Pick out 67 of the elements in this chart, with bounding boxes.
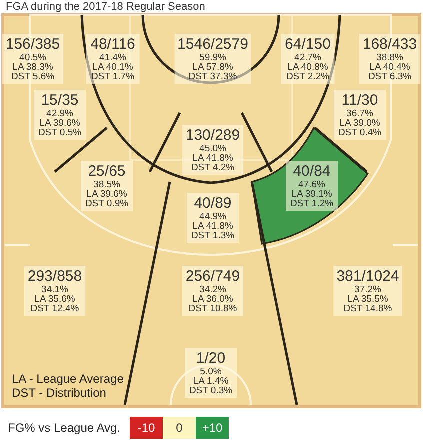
data-label: 41.4% (100, 52, 128, 64)
data-label: LA 39.6% (86, 189, 128, 200)
data-label: DST 1.2% (290, 198, 334, 210)
text: -10 (138, 421, 156, 435)
data-label: LA 40.1% (92, 62, 134, 73)
data-label: DST 37.3% (188, 72, 238, 82)
text: DST - Distribution (12, 386, 106, 400)
category-label: 156/385 (6, 36, 60, 53)
data-label: DST 6.3% (368, 72, 412, 82)
category-label: 25/65 (88, 163, 126, 180)
data-label: LA 41.8% (192, 221, 234, 232)
data-label: 38.5% (94, 180, 122, 190)
data-label: DST 1.3% (191, 230, 236, 242)
text: +10 (202, 421, 223, 435)
data-label: LA 39.0% (340, 118, 381, 129)
data-label: DST 0.5% (38, 128, 82, 138)
text: 0 (176, 421, 184, 435)
data-label: LA 39.1% (292, 189, 333, 200)
data-label: DST 0.9% (85, 198, 130, 210)
data-label: 36.7% (346, 108, 374, 120)
text: FGA during the 2017-18 Regular Season (6, 1, 206, 13)
category-label: 1546/2579 (178, 36, 248, 53)
data-label: DST 0.4% (338, 128, 382, 138)
data-label: DST 10.8% (188, 304, 238, 314)
category-label: 168/433 (362, 36, 418, 53)
data-label: 59.9% (200, 52, 228, 64)
category-label: 293/858 (28, 268, 82, 285)
text: LA - League Average (12, 372, 124, 386)
category-label: 48/116 (90, 36, 136, 53)
category-label: 11/30 (342, 92, 378, 109)
category-label: 40/84 (293, 163, 331, 180)
data-label: 42.9% (46, 108, 74, 120)
data-label: 47.6% (298, 180, 326, 190)
data-label: DST 14.8% (344, 304, 393, 314)
data-label: DST 5.6% (11, 72, 56, 82)
category-label: 1/20 (196, 350, 226, 367)
data-label: LA 38.3% (12, 62, 54, 73)
data-label: 40.5% (20, 52, 48, 64)
data-label: LA 39.6% (40, 118, 81, 129)
data-label: DST 2.2% (286, 72, 330, 82)
data-label: LA 40.4% (370, 62, 411, 73)
data-label: LA 35.6% (34, 294, 76, 305)
data-label: 42.7% (294, 52, 322, 64)
data-label: LA 35.5% (348, 294, 389, 305)
category-label: 40/89 (194, 195, 232, 212)
data-label: DST 1.7% (91, 72, 136, 82)
category-label: 64/150 (285, 36, 331, 53)
data-label: LA 41.8% (192, 153, 234, 164)
data-label: 34.1% (42, 284, 70, 296)
data-label: 37.2% (354, 284, 382, 296)
category-label: 130/289 (186, 127, 240, 144)
data-label: DST 12.4% (30, 304, 80, 314)
data-label: LA 1.4% (193, 376, 230, 387)
category-label: 15/35 (41, 92, 79, 109)
text: FG% vs League Avg. (8, 421, 121, 435)
data-label: 45.0% (200, 144, 228, 154)
data-label: LA 36.0% (192, 294, 234, 305)
data-label: LA 40.8% (288, 62, 329, 73)
category-label: 256/749 (186, 268, 240, 285)
data-label: LA 57.8% (192, 62, 234, 73)
category-label: 381/1024 (336, 268, 400, 285)
data-label: DST 0.3% (189, 386, 234, 396)
data-label: 38.8% (376, 52, 404, 64)
data-label: 44.9% (200, 212, 228, 222)
data-label: 5.0% (200, 366, 222, 378)
data-label: DST 4.2% (191, 162, 236, 174)
data-label: 34.2% (200, 284, 228, 296)
